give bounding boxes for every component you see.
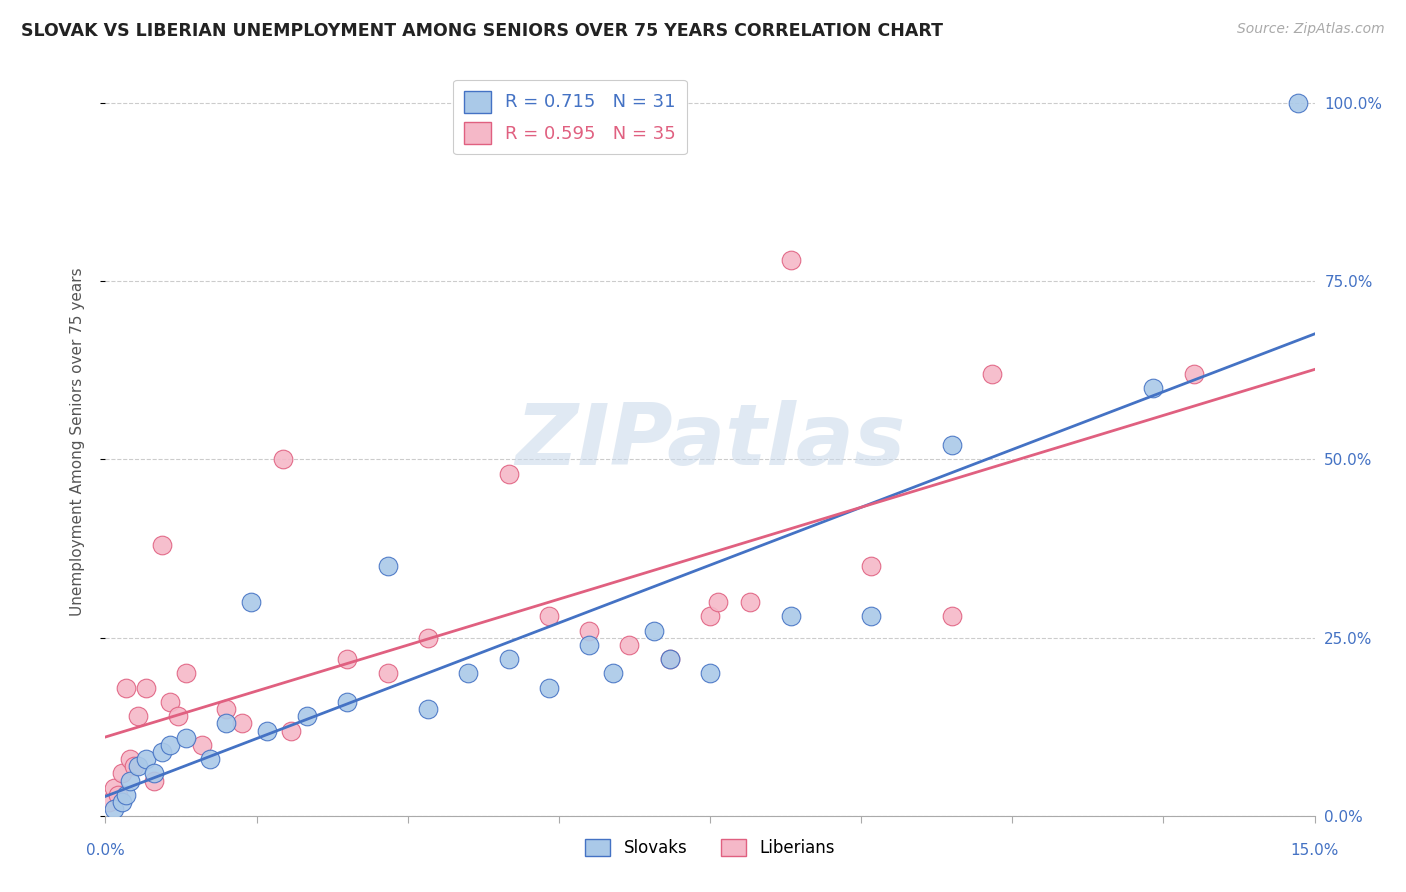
Point — [699, 666, 721, 681]
Point — [191, 738, 214, 752]
Point — [118, 773, 141, 788]
Point — [114, 788, 136, 802]
Point — [295, 709, 318, 723]
Point — [103, 780, 125, 795]
Point — [981, 367, 1004, 381]
Point — [159, 738, 181, 752]
Y-axis label: Unemployment Among Seniors over 75 years: Unemployment Among Seniors over 75 years — [70, 268, 84, 615]
Point — [658, 652, 681, 666]
Point — [135, 752, 157, 766]
Point — [941, 609, 963, 624]
Point — [98, 795, 121, 809]
Point — [1182, 367, 1205, 381]
Point — [498, 652, 520, 666]
Point — [215, 716, 238, 731]
Point — [602, 666, 624, 681]
Point — [110, 795, 132, 809]
Point — [110, 766, 132, 780]
Point — [114, 681, 136, 695]
Point — [779, 609, 801, 624]
Point — [860, 559, 883, 574]
Text: Source: ZipAtlas.com: Source: ZipAtlas.com — [1237, 22, 1385, 37]
Point — [142, 773, 165, 788]
Point — [740, 595, 762, 609]
Point — [118, 752, 141, 766]
Point — [699, 609, 721, 624]
Point — [779, 252, 801, 267]
Point — [122, 759, 145, 773]
Point — [174, 731, 197, 745]
Text: ZIPatlas: ZIPatlas — [515, 400, 905, 483]
Point — [941, 438, 963, 452]
Point — [150, 745, 173, 759]
Point — [231, 716, 253, 731]
Text: 0.0%: 0.0% — [86, 843, 125, 858]
Text: SLOVAK VS LIBERIAN UNEMPLOYMENT AMONG SENIORS OVER 75 YEARS CORRELATION CHART: SLOVAK VS LIBERIAN UNEMPLOYMENT AMONG SE… — [21, 22, 943, 40]
Point — [336, 695, 359, 709]
Point — [1288, 95, 1310, 110]
Point — [107, 788, 129, 802]
Point — [336, 652, 359, 666]
Point — [142, 766, 165, 780]
Point — [127, 709, 149, 723]
Point — [239, 595, 262, 609]
Point — [159, 695, 181, 709]
Point — [578, 624, 600, 638]
Point — [127, 759, 149, 773]
Point — [150, 538, 173, 552]
Point — [416, 631, 439, 645]
Point — [1142, 381, 1164, 395]
Point — [860, 609, 883, 624]
Point — [167, 709, 190, 723]
Point — [256, 723, 278, 738]
Legend: Slovaks, Liberians: Slovaks, Liberians — [579, 832, 841, 864]
Point — [643, 624, 665, 638]
Point — [377, 666, 399, 681]
Text: 15.0%: 15.0% — [1291, 843, 1339, 858]
Legend: R = 0.715   N = 31, R = 0.595   N = 35: R = 0.715 N = 31, R = 0.595 N = 35 — [453, 79, 688, 154]
Point — [658, 652, 681, 666]
Point — [416, 702, 439, 716]
Point — [498, 467, 520, 481]
Point — [537, 681, 560, 695]
Point — [174, 666, 197, 681]
Point — [271, 452, 294, 467]
Point — [215, 702, 238, 716]
Point — [377, 559, 399, 574]
Point — [103, 802, 125, 816]
Point — [200, 752, 222, 766]
Point — [457, 666, 479, 681]
Point — [537, 609, 560, 624]
Point — [135, 681, 157, 695]
Point — [707, 595, 730, 609]
Point — [619, 638, 641, 652]
Point — [280, 723, 302, 738]
Point — [578, 638, 600, 652]
